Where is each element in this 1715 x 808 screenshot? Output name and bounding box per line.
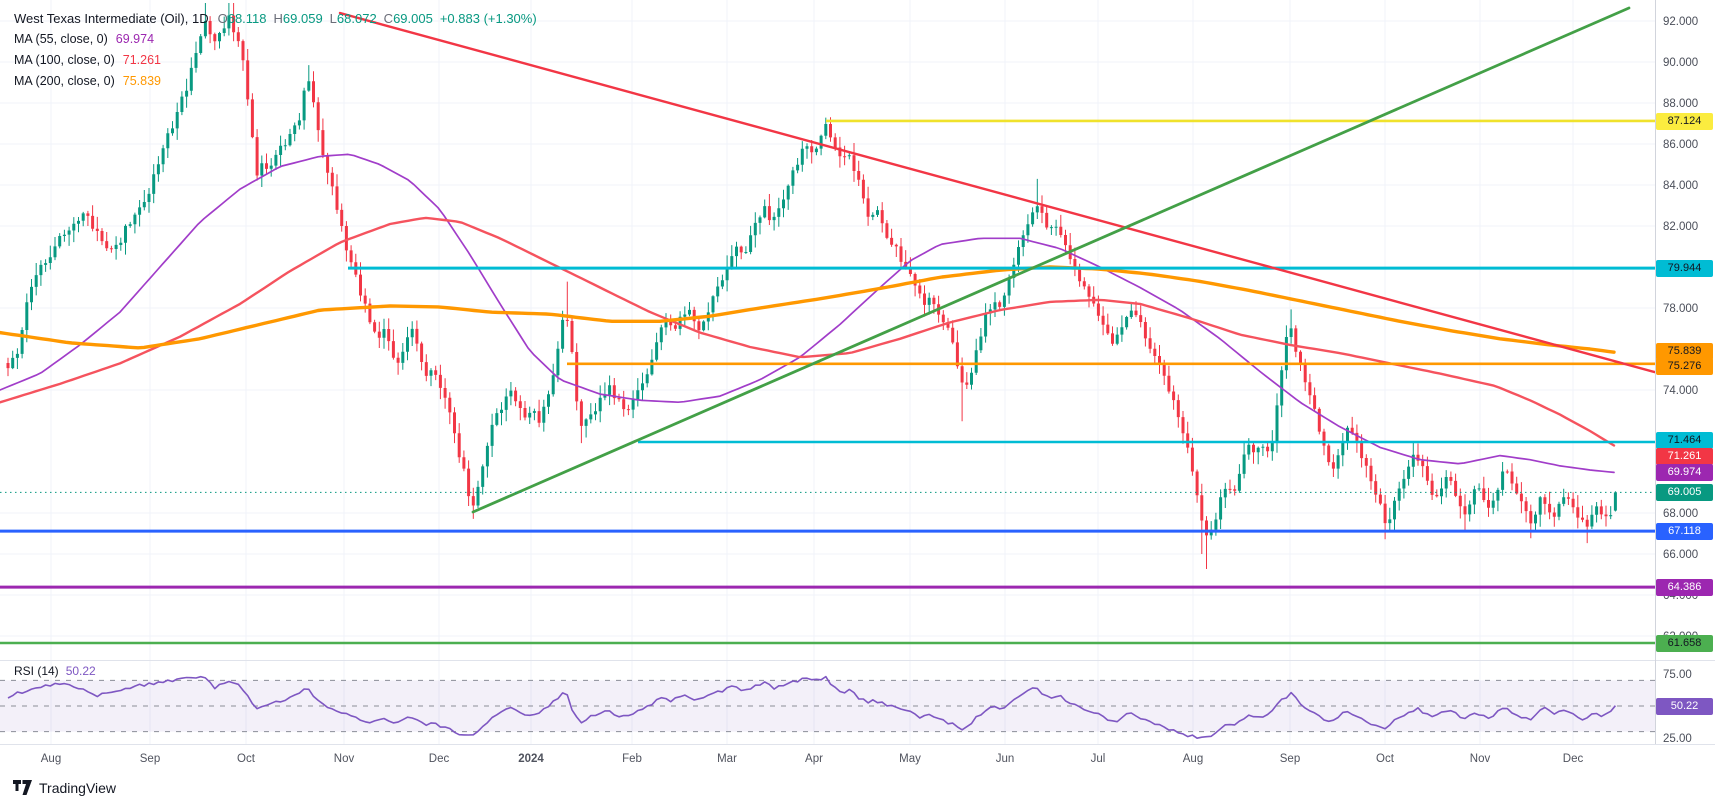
indicator-value: 71.261 — [122, 53, 161, 67]
svg-text:Sep: Sep — [140, 753, 160, 765]
svg-text:86.000: 86.000 — [1663, 139, 1698, 151]
indicator-label: MA (55, close, 0) — [14, 32, 108, 46]
svg-text:Feb: Feb — [622, 753, 642, 765]
price-badge-level-64.386: 64.386 — [1656, 578, 1713, 596]
svg-text:78.000: 78.000 — [1663, 303, 1698, 315]
svg-text:Apr: Apr — [805, 753, 823, 765]
price-badge-level-71.464: 71.464 — [1656, 431, 1713, 449]
ohlc-values: O68.118 H69.059 L68.072 C69.005 +0.883 (+1.3… — [211, 11, 537, 26]
svg-text:2024: 2024 — [518, 753, 544, 765]
tradingview-logo-icon — [13, 780, 32, 795]
ohlc-value: 69.059 — [282, 11, 323, 26]
price-badge-level-61.658: 61.658 — [1656, 634, 1713, 652]
ohlc-key: C — [383, 11, 394, 26]
time-axis-labels[interactable]: Aug Sep Oct Nov Dec 2024 Feb Mar Apr May Jun Jul Aug… — [41, 753, 1584, 765]
price-axis-labels: 92.000 90.000 88.000 86.000 84.000 82.000 78.0… — [1663, 16, 1698, 745]
ohlc-key: H — [273, 11, 283, 26]
svg-text:Mar: Mar — [717, 753, 737, 765]
svg-text:66.000: 66.000 — [1663, 549, 1698, 561]
price-badge-level-79.944: 79.944 — [1656, 259, 1713, 277]
rsi-value: 50.22 — [65, 664, 96, 678]
indicator-label: MA (100, close, 0) — [14, 53, 115, 67]
rsi-band — [0, 679, 1655, 733]
svg-text:82.000: 82.000 — [1663, 221, 1698, 233]
price-badge-ma-75.839: 75.839 — [1656, 342, 1713, 360]
ohlc-value: 69.005 — [393, 11, 433, 26]
ma-ma100-line — [0, 216, 1616, 447]
svg-text:Dec: Dec — [1563, 753, 1584, 765]
ma-ma55-line — [0, 153, 1615, 474]
svg-text:Nov: Nov — [334, 753, 355, 765]
svg-text:Oct: Oct — [1376, 753, 1395, 765]
rsi-line — [7, 675, 1617, 740]
svg-text:74.000: 74.000 — [1663, 385, 1698, 397]
svg-text:25.00: 25.00 — [1663, 733, 1692, 745]
svg-text:Oct: Oct — [237, 753, 256, 765]
svg-text:75.00: 75.00 — [1663, 669, 1692, 681]
rsi-label: RSI (14) — [14, 664, 59, 678]
tradingview-brand[interactable]: TradingView — [13, 779, 116, 796]
price-badge-last-price: 69.005 — [1656, 483, 1713, 501]
svg-text:Aug: Aug — [41, 753, 61, 765]
svg-text:Sep: Sep — [1280, 753, 1300, 765]
ohlc-value: 68.072 — [336, 11, 377, 26]
svg-text:92.000: 92.000 — [1663, 16, 1698, 28]
price-badge-level-67.118: 67.118 — [1656, 522, 1713, 540]
rsi-legend-row[interactable]: RSI (14) 50.22 — [14, 664, 96, 678]
brand-name: TradingView — [39, 779, 117, 796]
price-badge-level-87.124: 87.124 — [1656, 112, 1713, 130]
svg-text:Dec: Dec — [429, 753, 450, 765]
svg-text:May: May — [899, 753, 921, 765]
svg-text:Jun: Jun — [996, 753, 1015, 765]
trendline-ascending-support[interactable] — [471, 6, 1631, 514]
daily-change: +0.883 (+1.30%) — [439, 11, 537, 26]
candlestick-series[interactable] — [6, 3, 1617, 569]
svg-text:68.000: 68.000 — [1663, 508, 1698, 520]
symbol-title: West Texas Intermediate (Oil), 1D — [14, 11, 209, 26]
indicator-value: 75.839 — [122, 74, 161, 88]
legend-ma-row-3[interactable]: MA (200, close, 0) 75.839 — [14, 71, 537, 92]
price-badge-ma-69.974: 69.974 — [1656, 463, 1713, 481]
legend-ma-row-1[interactable]: MA (55, close, 0) 69.974 — [14, 29, 537, 50]
ohlc-key: L — [329, 11, 337, 26]
rsi-badge-value: 50.22 — [1656, 697, 1713, 715]
price-badge-level-75.276: 75.276 — [1656, 357, 1713, 375]
svg-text:90.000: 90.000 — [1663, 57, 1698, 69]
ma-ma200-line — [0, 265, 1616, 354]
indicator-value: 69.974 — [115, 32, 155, 46]
gridlines — [0, 0, 1655, 744]
svg-text:Nov: Nov — [1470, 753, 1491, 765]
symbol-title-row[interactable]: West Texas Intermediate (Oil), 1D O68.118… — [14, 8, 537, 29]
svg-text:Aug: Aug — [1183, 753, 1203, 765]
legend-ma-row-2[interactable]: MA (100, close, 0) 71.261 — [14, 50, 537, 71]
chart-legend: West Texas Intermediate (Oil), 1D O68.118… — [14, 8, 537, 92]
svg-text:84.000: 84.000 — [1663, 180, 1698, 192]
horizontal-level-lines[interactable] — [0, 119, 1655, 645]
trendline-descending-resistance[interactable] — [338, 11, 1658, 374]
pane-separators — [0, 0, 1715, 745]
ohlc-value: 68.118 — [227, 11, 267, 26]
indicator-label: MA (200, close, 0) — [14, 74, 115, 88]
price-badge-ma-71.261: 71.261 — [1656, 447, 1713, 465]
ohlc-key: O — [217, 11, 228, 26]
svg-text:Jul: Jul — [1091, 753, 1106, 765]
svg-text:88.000: 88.000 — [1663, 98, 1698, 110]
